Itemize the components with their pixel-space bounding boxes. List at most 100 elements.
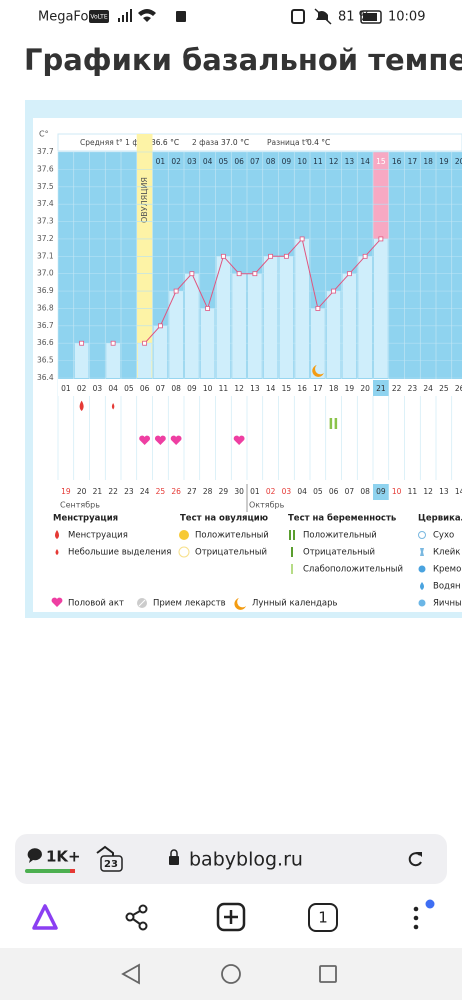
x-tick-label: 05: [124, 384, 134, 393]
date-label: 29: [219, 487, 229, 496]
legend-item: Менструация: [68, 531, 128, 541]
menu[interactable]: [413, 906, 419, 930]
y-tick-label: 36.4: [37, 373, 54, 382]
url[interactable]: babyblog.ru: [189, 849, 303, 871]
y-tick-label: 37.2: [37, 234, 54, 243]
new-tab[interactable]: [216, 902, 246, 932]
temp-point: [189, 271, 195, 277]
post-ovulation-day: 03: [187, 157, 197, 166]
header-phase2-value: 37.0 °C: [221, 138, 249, 147]
temp-bar: [263, 256, 278, 378]
recents[interactable]: [319, 965, 337, 983]
legend-icon: [420, 582, 424, 590]
date-label: 14: [455, 487, 462, 496]
legend-icon: [291, 547, 293, 557]
post-ovulation-day: 18: [423, 157, 433, 166]
x-tick-label: 11: [219, 384, 229, 393]
legend-icon: [291, 564, 293, 574]
assistant[interactable]: [32, 904, 58, 930]
x-tick-label: 15: [282, 384, 292, 393]
legend-item: Половой акт: [68, 599, 124, 609]
x-tick-label: 07: [156, 384, 166, 393]
post-ovulation-day: 20: [455, 157, 462, 166]
legend-icon: [289, 530, 295, 540]
x-tick-label: 02: [77, 384, 87, 393]
date-label: 27: [187, 487, 197, 496]
top-day-row: [58, 152, 462, 168]
y-tick-label: 37.6: [37, 164, 54, 173]
heart: [170, 435, 182, 445]
post-ovulation-day: 01: [156, 157, 166, 166]
tabs-box[interactable]: [308, 903, 338, 932]
x-tick-label: 01: [61, 384, 71, 393]
back[interactable]: [121, 963, 140, 985]
y-tick-label: 37.4: [37, 199, 54, 208]
plus: [224, 910, 238, 924]
post-ovulation-day: 19: [439, 157, 449, 166]
date-label: 04: [297, 487, 307, 496]
legend-item: Лунный календарь: [252, 599, 338, 609]
temp-point: [142, 340, 148, 346]
date-label: 09: [376, 487, 386, 496]
menstruation: [79, 400, 84, 411]
x-tick-label: 24: [423, 384, 433, 393]
temp-point: [283, 253, 289, 259]
page-title: Графики базальной температ: [24, 43, 462, 77]
tabs-count[interactable]: 1: [318, 909, 328, 927]
temp-bar: [137, 343, 152, 378]
highlight-col: [373, 152, 389, 239]
legend-icon: [418, 531, 426, 539]
legend-icon: [420, 548, 424, 556]
post-ovulation-day: 16: [392, 157, 402, 166]
temp-bar: [279, 256, 294, 378]
date-label: 28: [203, 487, 213, 496]
date-label: 02: [266, 487, 276, 496]
x-tick-label: 13: [250, 384, 260, 393]
rating-bar-red: [70, 869, 75, 873]
legend-heading: Тест на беременность: [288, 513, 396, 524]
post-ovulation-day: 02: [171, 157, 181, 166]
volte-badge: [89, 10, 109, 23]
date-label: 12: [423, 487, 433, 496]
ovulation-band: [136, 134, 153, 378]
badge-box: [100, 855, 123, 872]
legend-heading: Цервикал: [418, 514, 462, 524]
x-tick-label: 19: [345, 384, 355, 393]
legend-heading: Тест на овуляцию: [180, 514, 268, 524]
date-label: 26: [171, 487, 181, 496]
share[interactable]: [125, 904, 148, 931]
comments-count[interactable]: 1K+: [46, 848, 81, 866]
temp-bar: [342, 273, 357, 378]
date-label: 23: [124, 487, 134, 496]
temp-point: [252, 271, 258, 277]
home[interactable]: [221, 964, 241, 984]
x-tick-label: 23: [408, 384, 418, 393]
carrier: MegaFon: [38, 10, 97, 25]
reload-arrow: [416, 852, 422, 857]
day-row: [58, 379, 462, 396]
post-ovulation-day: 15: [376, 157, 386, 166]
month-label: Октябрь: [249, 501, 285, 510]
heart: [139, 435, 151, 445]
x-tick-label: 21: [376, 384, 386, 393]
y-tick-label: 36.8: [37, 303, 54, 312]
temp-point: [362, 253, 368, 259]
date-label: 22: [108, 487, 118, 496]
date-label: 25: [156, 487, 166, 496]
post-ovulation-day: 17: [408, 157, 418, 166]
reload[interactable]: [408, 852, 422, 867]
chart: Средняя t° 1 фаза 36.6 °C 2 фаза 37.0 °C Раз…: [37, 130, 462, 610]
y-tick-label: 37.3: [37, 217, 54, 226]
temp-bar: [232, 273, 246, 378]
date-label: 01: [250, 487, 260, 496]
date-label: 08: [360, 487, 370, 496]
address-bar[interactable]: [15, 834, 447, 884]
notify-dot: [425, 899, 435, 909]
post-ovulation-day: 08: [266, 157, 276, 166]
temp-bar: [106, 343, 120, 378]
badge[interactable]: 23: [104, 859, 118, 870]
temp-point: [173, 288, 179, 294]
lock-shackle: [170, 849, 178, 856]
